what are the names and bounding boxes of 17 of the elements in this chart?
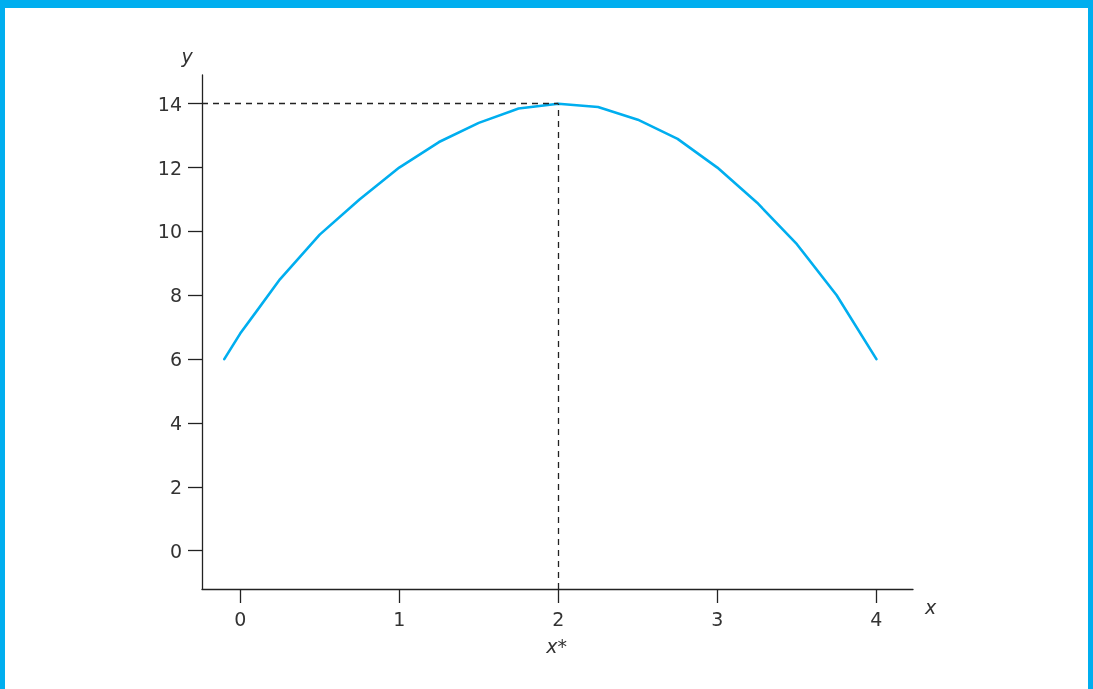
text: x* (545, 634, 568, 657)
y-tick-label: 2 (169, 475, 182, 498)
y-tick-label: 12 (157, 156, 182, 179)
x-tick-label: 3 (711, 607, 724, 630)
x-tick-label: 1 (393, 607, 406, 630)
x-tick-label: 0 (234, 607, 247, 630)
y-tick-label: 6 (169, 348, 182, 371)
x-tick-label: 4 (870, 607, 883, 630)
y-tick-label: 14 (157, 92, 182, 115)
y-axis-title: y (180, 44, 194, 67)
y-tick-label: 4 (169, 411, 182, 434)
y-tick-label: 0 (169, 539, 182, 562)
y-tick-label: 10 (157, 220, 182, 243)
line-series (222, 102, 878, 361)
x-axis-title: x (924, 595, 937, 618)
y-tick-label: 8 (169, 284, 182, 307)
x-tick-label: 2 (552, 607, 565, 630)
